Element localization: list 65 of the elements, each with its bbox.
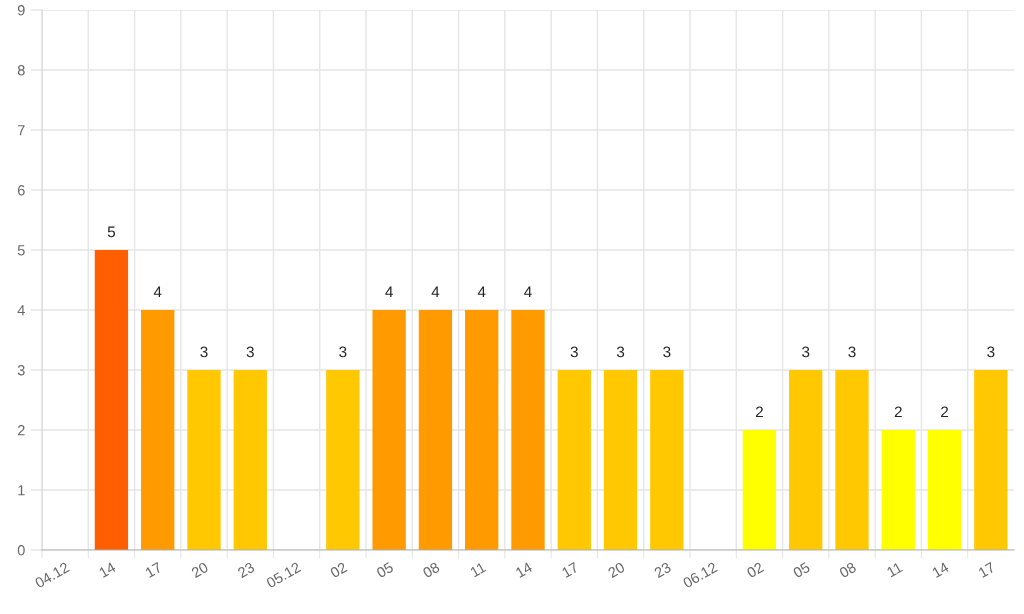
data-label: 3 <box>570 346 578 358</box>
data-label: 4 <box>524 286 532 298</box>
bar <box>650 370 684 550</box>
bar <box>927 430 962 550</box>
y-tick-label: 6 <box>17 185 25 196</box>
x-tick-label: 23 <box>237 561 256 579</box>
x-tick-label: 08 <box>422 561 441 579</box>
x-tick-label: 02 <box>329 561 348 579</box>
x-tick-label: 02 <box>746 561 765 579</box>
data-label: 4 <box>477 286 486 298</box>
data-label: 3 <box>663 346 671 358</box>
x-tick-label: 20 <box>607 561 626 579</box>
data-label: 3 <box>200 346 208 358</box>
data-label: 4 <box>385 286 393 298</box>
bar <box>141 310 175 550</box>
bar <box>881 430 915 550</box>
bar <box>603 370 638 550</box>
y-tick-label: 9 <box>17 5 25 16</box>
x-tick-label: 05 <box>792 561 811 579</box>
data-label: 5 <box>107 226 116 238</box>
bar <box>465 310 499 550</box>
bar <box>233 370 267 550</box>
x-tick-label: 11 <box>469 561 487 578</box>
data-label: 4 <box>153 286 162 298</box>
x-tick-label: 14 <box>931 561 950 578</box>
data-label: 3 <box>246 346 254 358</box>
y-tick-label: 4 <box>17 305 25 316</box>
data-label: 2 <box>894 406 902 418</box>
x-tick-label: 05.12 <box>265 561 302 589</box>
data-label: 3 <box>339 346 347 358</box>
bar <box>326 370 360 550</box>
x-tick-label: 17 <box>978 561 996 578</box>
y-tick-label: 3 <box>17 365 25 376</box>
bar <box>511 310 545 550</box>
bar <box>94 250 129 550</box>
bar <box>187 370 221 550</box>
y-tick-label: 2 <box>17 425 25 436</box>
x-tick-label: 05 <box>375 561 394 579</box>
x-tick-label: 17 <box>561 561 579 578</box>
bar <box>835 370 869 550</box>
bar <box>974 370 1008 550</box>
x-tick-label: 20 <box>190 561 209 579</box>
data-label: 4 <box>431 286 440 298</box>
y-tick-label: 5 <box>17 245 25 256</box>
x-tick-label: 17 <box>144 561 163 578</box>
bar <box>742 430 777 550</box>
data-label: 2 <box>755 406 763 418</box>
y-tick-label: 7 <box>17 125 25 136</box>
data-label: 3 <box>987 346 995 358</box>
bar <box>557 370 591 550</box>
x-tick-label: 14 <box>98 561 117 578</box>
y-tick-label: 0 <box>17 545 25 556</box>
y-tick-label: 1 <box>18 485 25 496</box>
x-tick-label: 11 <box>886 561 903 578</box>
bar <box>789 370 823 550</box>
data-label: 2 <box>941 406 949 418</box>
x-tick-label: 08 <box>838 561 857 579</box>
x-tick-label: 14 <box>515 561 533 578</box>
data-label: 3 <box>802 346 810 358</box>
x-tick-label: 23 <box>653 561 672 579</box>
data-label: 3 <box>848 346 856 358</box>
bar <box>372 310 406 550</box>
data-label: 3 <box>616 346 625 358</box>
y-tick-label: 8 <box>17 65 25 76</box>
bar <box>418 310 453 550</box>
